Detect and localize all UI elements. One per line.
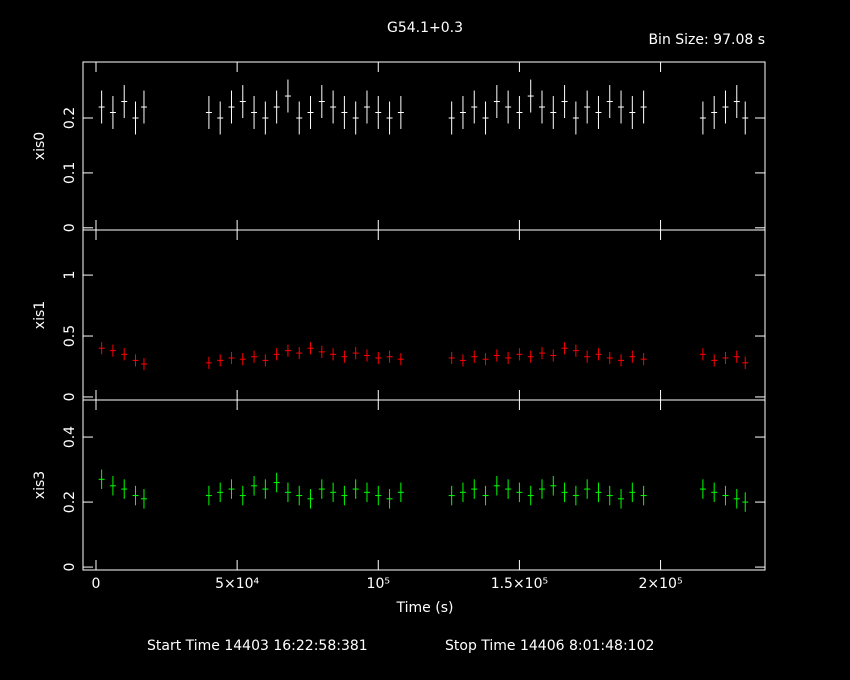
x-tick-label: 0: [92, 576, 101, 592]
y-tick-label: 0: [62, 563, 78, 572]
x-tick-label: 1.5×10⁵: [491, 576, 548, 592]
y-tick-label: 0.1: [62, 162, 78, 184]
stop-time: Stop Time 14406 8:01:48:102: [445, 638, 654, 654]
x-tick-label: 2×10⁵: [639, 576, 683, 592]
start-time: Start Time 14403 16:22:58:381: [147, 638, 368, 654]
panel-frame: [82, 61, 766, 231]
y-axis-label: xis1: [32, 301, 48, 329]
panel-frame: [82, 229, 766, 401]
x-tick-label: 10⁵: [367, 576, 390, 592]
panel-frame: [82, 399, 766, 571]
y-tick-label: 0: [62, 223, 78, 232]
y-tick-label: 0.5: [62, 325, 78, 347]
y-axis-label: xis3: [32, 471, 48, 499]
bin-size: Bin Size: 97.08 s: [648, 32, 765, 48]
y-tick-label: 0.2: [62, 491, 78, 513]
x-tick-label: 5×10⁴: [215, 576, 259, 592]
chart-title: G54.1+0.3: [387, 20, 463, 36]
y-tick-label: 0.4: [62, 426, 78, 448]
y-tick-label: 0.2: [62, 107, 78, 129]
x-axis-label: Time (s): [396, 600, 454, 616]
y-tick-label: 1: [62, 271, 78, 280]
y-tick-label: 0: [62, 392, 78, 401]
y-axis-label: xis0: [32, 132, 48, 160]
